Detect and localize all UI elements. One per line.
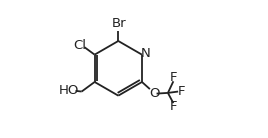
- Text: N: N: [141, 47, 151, 60]
- Text: F: F: [170, 71, 177, 84]
- Text: O: O: [150, 87, 160, 100]
- Text: F: F: [170, 100, 177, 113]
- Text: HO: HO: [58, 84, 79, 97]
- Text: Cl: Cl: [73, 39, 86, 52]
- Text: F: F: [178, 85, 185, 98]
- Text: Br: Br: [111, 17, 126, 30]
